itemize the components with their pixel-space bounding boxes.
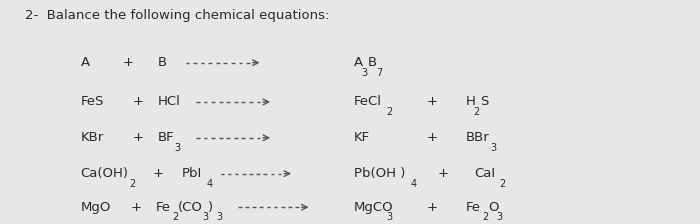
Text: 7: 7 [376,68,382,78]
Text: +: + [427,131,438,144]
Text: +: + [133,95,144,108]
Text: +: + [133,131,144,144]
Text: B: B [158,56,167,69]
Text: S: S [480,95,488,108]
Text: (CO: (CO [178,201,203,214]
Text: BBr: BBr [466,131,489,144]
Text: FeS: FeS [80,95,104,108]
Text: A: A [80,56,90,69]
Text: 3: 3 [496,212,502,222]
Text: 3: 3 [174,143,180,153]
Text: 3: 3 [386,212,392,222]
Text: BF: BF [158,131,174,144]
Text: O: O [488,201,498,214]
Text: ): ) [209,201,214,214]
Text: CaI: CaI [475,167,496,180]
Text: +: + [438,167,449,180]
Text: 2: 2 [172,212,178,222]
Text: HCl: HCl [158,95,181,108]
Text: Ca(OH): Ca(OH) [80,167,129,180]
Text: +: + [131,201,142,214]
Text: 3: 3 [202,212,209,222]
Text: B: B [368,56,377,69]
Text: 3: 3 [362,68,368,78]
Text: KF: KF [354,131,370,144]
Text: 4: 4 [206,179,213,189]
Text: PbI: PbI [182,167,202,180]
Text: 2: 2 [499,179,505,189]
Text: Fe: Fe [466,201,480,214]
Text: KBr: KBr [80,131,104,144]
Text: H: H [466,95,475,108]
Text: +: + [427,95,438,108]
Text: 2: 2 [130,179,136,189]
Text: Pb(OH ): Pb(OH ) [354,167,405,180]
Text: 2: 2 [474,107,480,117]
Text: Fe: Fe [155,201,170,214]
Text: 2: 2 [386,107,393,117]
Text: FeCl: FeCl [354,95,382,108]
Text: 2-  Balance the following chemical equations:: 2- Balance the following chemical equati… [25,9,329,22]
Text: +: + [153,167,164,180]
Text: 2: 2 [482,212,488,222]
Text: 4: 4 [411,179,417,189]
Text: MgCO: MgCO [354,201,393,214]
Text: MgO: MgO [80,201,111,214]
Text: A: A [354,56,363,69]
Text: 3: 3 [216,212,223,222]
Text: +: + [427,201,438,214]
Text: 3: 3 [490,143,496,153]
Text: +: + [122,56,134,69]
